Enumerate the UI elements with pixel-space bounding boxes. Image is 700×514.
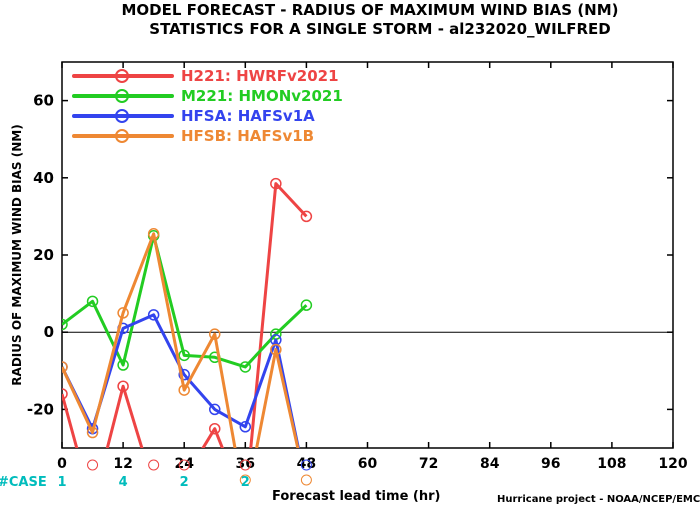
- case-count: 1: [57, 475, 66, 490]
- out-of-range-point: [239, 459, 251, 471]
- legend-label: HFSB: HAFSv1B: [181, 127, 314, 145]
- series-point: [270, 177, 282, 190]
- series-point: [209, 403, 221, 416]
- out-of-range-markers: [87, 459, 312, 486]
- series-point: [117, 380, 129, 392]
- y-axis-ticks: -20 0 20 40 60: [27, 92, 673, 418]
- chart-subtitle: STATISTICS FOR A SINGLE STORM - al232020…: [149, 20, 610, 38]
- case-count: 4: [119, 475, 128, 490]
- x-tick-label: 12: [113, 456, 132, 472]
- out-of-range-point: [148, 459, 160, 471]
- series-point: [62, 388, 68, 400]
- series-point: [178, 384, 190, 396]
- series-point: [209, 328, 221, 340]
- series-point: [178, 368, 190, 381]
- series-line-2: [62, 234, 308, 369]
- plot-frame: [61, 61, 674, 449]
- y-tick-label: 0: [44, 323, 54, 341]
- legend-marker: [115, 69, 129, 83]
- x-tick-label: 84: [480, 456, 500, 472]
- out-of-range-point: [87, 459, 99, 471]
- series-point: [239, 361, 252, 373]
- credit-text: Hurricane project - NOAA/NCEP/EMC: [497, 494, 700, 505]
- x-tick-label: 96: [541, 456, 560, 472]
- legend-marker: [115, 109, 129, 123]
- series-point: [209, 422, 221, 435]
- x-tick-label: 60: [358, 456, 378, 472]
- series-point: [117, 359, 129, 371]
- case-count: 2: [180, 475, 189, 490]
- case-label: #CASE: [0, 475, 47, 490]
- legend-marker: [115, 89, 129, 103]
- out-of-range-point: [300, 474, 312, 486]
- series-point: [86, 295, 99, 308]
- out-of-range-point: [300, 459, 312, 471]
- series-point: [147, 309, 160, 321]
- out-of-range-point: [178, 459, 190, 471]
- series-layer: [62, 177, 313, 448]
- series-point: [147, 228, 160, 240]
- y-tick-label: 20: [33, 246, 54, 264]
- series-point: [270, 343, 282, 356]
- y-tick-label: 40: [33, 169, 54, 187]
- x-tick-label: 48: [297, 456, 316, 472]
- case-counts: 1 4 2 2: [57, 475, 249, 490]
- series-point: [86, 426, 99, 439]
- x-tick-label: 108: [597, 456, 626, 472]
- legend: H221: HWRFv2021 M221: HMONv2021 HFSA: HAFS…: [72, 67, 343, 145]
- legend-label: M221: HMONv2021: [181, 87, 343, 105]
- series-point: [62, 318, 68, 331]
- x-axis-label: Forecast lead time (hr): [272, 489, 440, 504]
- y-tick-label: -20: [27, 400, 54, 418]
- out-of-range-point: [239, 474, 251, 486]
- x-tick-label: 36: [236, 456, 255, 472]
- series-line-1: [62, 182, 308, 448]
- series-point: [239, 421, 252, 433]
- series-line-4: [62, 232, 300, 448]
- legend-label: HFSA: HAFSv1A: [181, 107, 315, 125]
- x-tick-label: 24: [174, 456, 194, 472]
- y-tick-label: 60: [33, 92, 54, 110]
- series-point: [300, 299, 313, 311]
- series-point: [178, 349, 190, 362]
- x-tick-label: 120: [658, 456, 687, 472]
- x-tick-label: 72: [419, 456, 438, 472]
- case-count: 2: [241, 475, 250, 490]
- series-point: [62, 361, 68, 373]
- x-tick-label: 0: [57, 456, 67, 472]
- series-point: [117, 307, 129, 319]
- legend-label: H221: HWRFv2021: [181, 67, 339, 85]
- chart-title: MODEL FORECAST - RADIUS OF MAXIMUM WIND …: [121, 1, 618, 19]
- legend-marker: [115, 129, 129, 143]
- x-axis-ticks: 0 12 24 36 48 60 72 84 96 108 120: [57, 62, 688, 472]
- y-axis-label: RADIUS OF MAXIMUM WIND BIAS (NM): [10, 124, 24, 385]
- series-point: [300, 210, 313, 223]
